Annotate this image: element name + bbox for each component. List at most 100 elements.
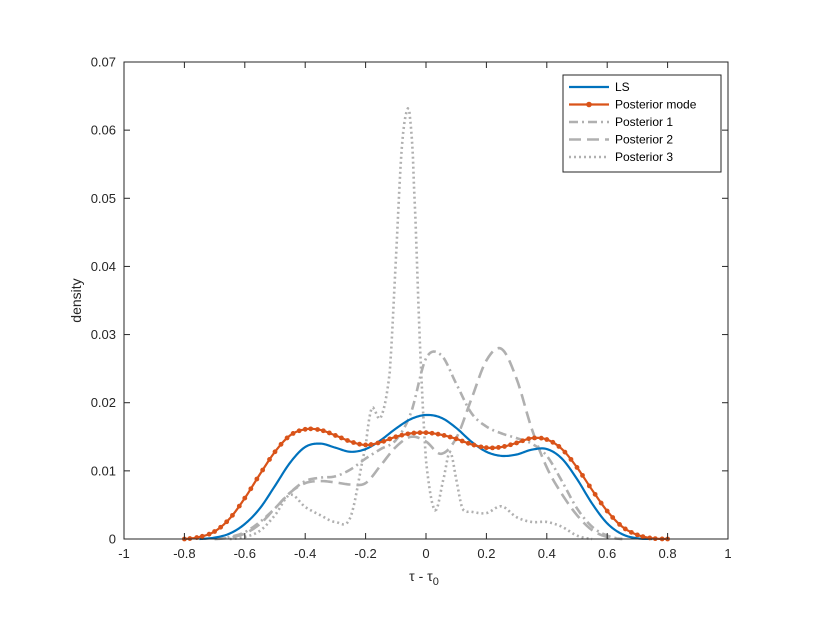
data-point xyxy=(212,529,218,534)
data-point xyxy=(429,430,435,436)
data-point xyxy=(435,431,441,437)
data-point xyxy=(236,503,242,509)
data-point xyxy=(640,534,646,540)
data-point xyxy=(368,442,374,447)
x-tick-label: 1 xyxy=(724,546,731,561)
series-markers-posterior-mode xyxy=(182,426,670,542)
data-point xyxy=(484,445,489,451)
data-point xyxy=(532,435,537,441)
data-point xyxy=(224,519,230,525)
x-tick-label: 0.2 xyxy=(477,546,495,561)
data-point xyxy=(284,435,290,441)
legend-entry-posterior-1: Posterior 1 xyxy=(569,115,673,129)
legend-box xyxy=(562,74,722,173)
data-point xyxy=(610,515,616,520)
data-point xyxy=(647,535,653,541)
data-point xyxy=(574,465,580,470)
legend-label: Posterior mode xyxy=(615,98,697,112)
data-point xyxy=(538,435,544,441)
y-tick-label: 0.06 xyxy=(91,123,116,138)
data-point xyxy=(604,508,610,514)
x-tick-label: -0.8 xyxy=(173,546,195,561)
data-point xyxy=(478,444,484,450)
data-point xyxy=(363,442,368,448)
legend-entry-posterior-3: Posterior 3 xyxy=(569,150,673,164)
series-line-ls xyxy=(199,413,653,541)
data-point xyxy=(242,495,248,501)
y-axis-title: density xyxy=(68,278,84,322)
data-point xyxy=(393,434,399,440)
data-point xyxy=(447,434,453,440)
data-point xyxy=(206,531,212,537)
data-point xyxy=(308,426,314,432)
x-tick-label: 0.8 xyxy=(659,546,677,561)
data-point xyxy=(514,440,519,446)
data-point xyxy=(502,444,507,449)
data-point xyxy=(465,440,471,446)
data-point xyxy=(520,438,526,444)
data-point xyxy=(490,445,495,451)
data-point xyxy=(635,532,640,538)
x-tick-label: -0.4 xyxy=(294,546,316,561)
data-point xyxy=(381,438,387,444)
data-point xyxy=(580,472,585,478)
y-tick-label: 0 xyxy=(109,532,116,547)
data-point xyxy=(526,436,532,442)
data-point xyxy=(471,442,477,448)
data-point xyxy=(290,431,296,436)
x-tick-label: 0 xyxy=(422,546,429,561)
data-point xyxy=(326,430,332,436)
ticks-layer: -1 -0.8 -0.6 -0.4 -0.2 0 0.2 0.4 0.6 0.8 1 0 0.01 0.0… xyxy=(91,55,732,562)
data-point xyxy=(248,486,254,492)
data-point xyxy=(267,457,272,462)
data-point xyxy=(387,436,393,442)
legend-entry-posterior-mode: Posterior mode xyxy=(569,98,697,112)
series-line-posterior-2 xyxy=(214,346,623,541)
data-point xyxy=(254,476,260,482)
x-tick-label: -0.2 xyxy=(354,546,376,561)
y-tick-label: 0.04 xyxy=(91,259,116,274)
data-point xyxy=(423,430,429,436)
data-point xyxy=(320,428,326,434)
data-point xyxy=(441,433,447,438)
series-line-posterior-3 xyxy=(229,107,593,541)
data-point xyxy=(453,436,459,442)
data-point xyxy=(218,524,224,530)
data-point xyxy=(508,442,513,448)
data-point xyxy=(302,426,308,432)
data-point xyxy=(417,430,423,436)
legend-label: Posterior 3 xyxy=(615,150,673,164)
data-point xyxy=(278,441,284,447)
legend-label: LS xyxy=(615,80,630,94)
data-point xyxy=(586,483,592,489)
data-point xyxy=(617,522,622,527)
legend-label: Posterior 2 xyxy=(615,133,673,147)
data-point xyxy=(315,427,320,432)
x-tick-label: 0.4 xyxy=(538,546,556,561)
legend-entry-posterior-2: Posterior 2 xyxy=(569,133,673,147)
series-layer xyxy=(182,107,670,542)
legend-marker xyxy=(586,101,592,108)
y-tick-label: 0.01 xyxy=(91,463,116,478)
x-tick-label: 0.6 xyxy=(598,546,616,561)
data-point xyxy=(459,438,465,444)
data-point xyxy=(333,433,338,438)
data-point xyxy=(556,444,562,449)
y-tick-label: 0.02 xyxy=(91,395,116,410)
x-tick-label: -0.6 xyxy=(234,546,256,561)
y-tick-label: 0.05 xyxy=(91,191,116,206)
data-point xyxy=(260,467,266,473)
y-tick-label: 0.03 xyxy=(91,327,116,342)
x-axis-title-main: τ - τ xyxy=(409,568,433,584)
data-point xyxy=(272,449,278,455)
data-point xyxy=(598,500,604,506)
data-point xyxy=(199,533,205,539)
legend: LS Posterior mode Posterior 1 Posterior 2 Po… xyxy=(562,74,722,173)
data-point xyxy=(345,438,350,443)
x-tick-label: -1 xyxy=(118,546,130,561)
data-point xyxy=(568,456,574,462)
data-point xyxy=(405,431,411,437)
data-point xyxy=(496,445,501,450)
data-point xyxy=(550,439,556,445)
